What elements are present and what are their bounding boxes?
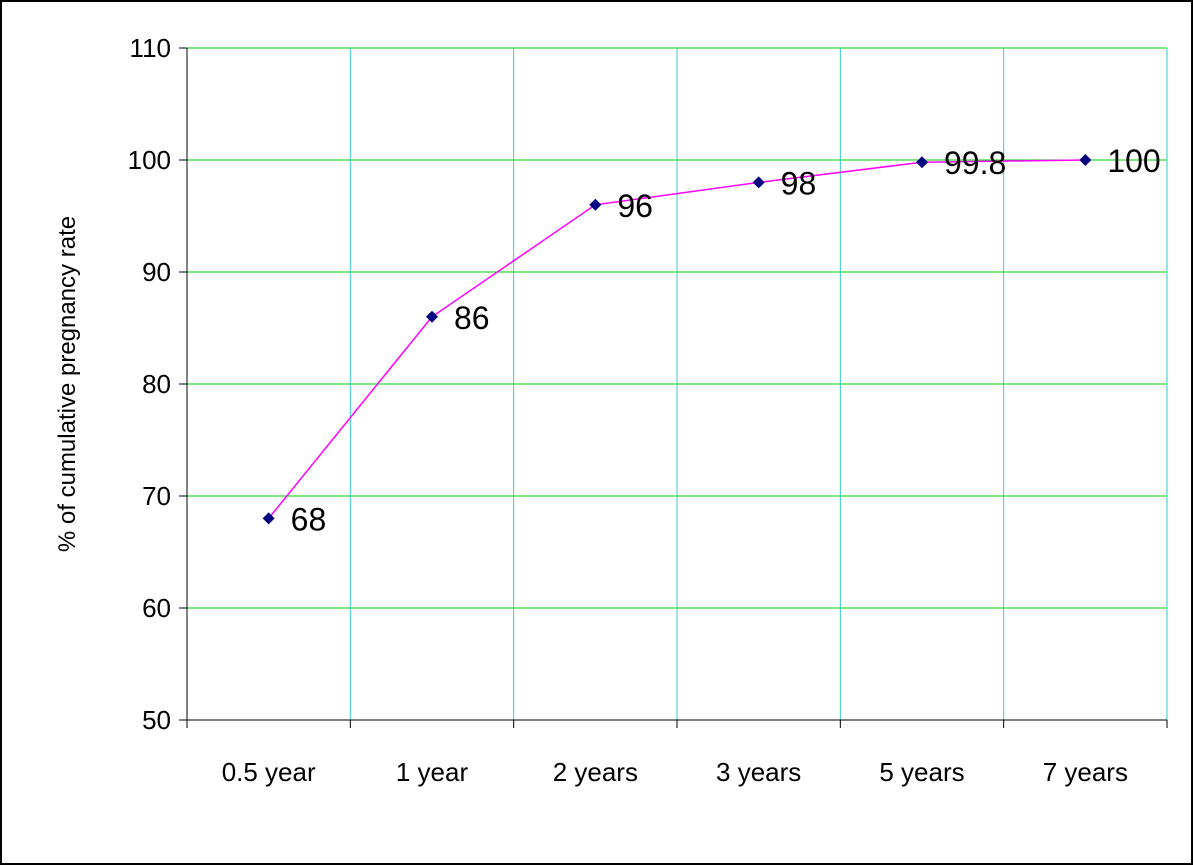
data-label: 98 xyxy=(781,165,817,201)
x-category-label: 1 year xyxy=(396,757,469,787)
data-point-marker xyxy=(426,310,438,323)
y-axis-title: % of cumulative pregnancy rate xyxy=(54,216,81,552)
x-category-label: 3 years xyxy=(716,757,801,787)
data-label: 100 xyxy=(1107,143,1160,179)
y-tick-label: 100 xyxy=(128,145,171,175)
label-layer: 68 86 96 98 99.8 100 xyxy=(291,143,1161,537)
x-category-label: 0.5 year xyxy=(222,757,316,787)
data-point-marker xyxy=(1079,154,1092,166)
data-point-marker xyxy=(589,198,602,211)
data-label: 99.8 xyxy=(944,145,1006,181)
y-tick-label: 80 xyxy=(142,369,171,399)
data-point-marker xyxy=(916,156,928,169)
series-line xyxy=(268,159,1086,519)
data-label: 86 xyxy=(454,300,490,336)
data-label: 68 xyxy=(291,501,327,537)
y-tick-label: 60 xyxy=(142,593,171,623)
y-tick-label: 110 xyxy=(130,33,171,63)
x-category-label: 2 years xyxy=(553,757,638,787)
y-tick-label: 90 xyxy=(142,257,171,287)
x-category-label: 7 years xyxy=(1043,757,1128,787)
data-point-marker xyxy=(752,176,765,189)
series-layer xyxy=(262,154,1092,525)
y-tick-label: 50 xyxy=(142,705,171,735)
data-label: 96 xyxy=(617,188,653,224)
grid-layer xyxy=(187,47,1168,720)
x-category-label: 5 years xyxy=(879,757,964,787)
y-tick-label: 70 xyxy=(142,481,171,511)
data-point-marker xyxy=(262,512,275,525)
axis-layer: 50 60 70 80 90 100 110 0.5 year 1 year 2 years 3 y… xyxy=(128,33,1168,787)
